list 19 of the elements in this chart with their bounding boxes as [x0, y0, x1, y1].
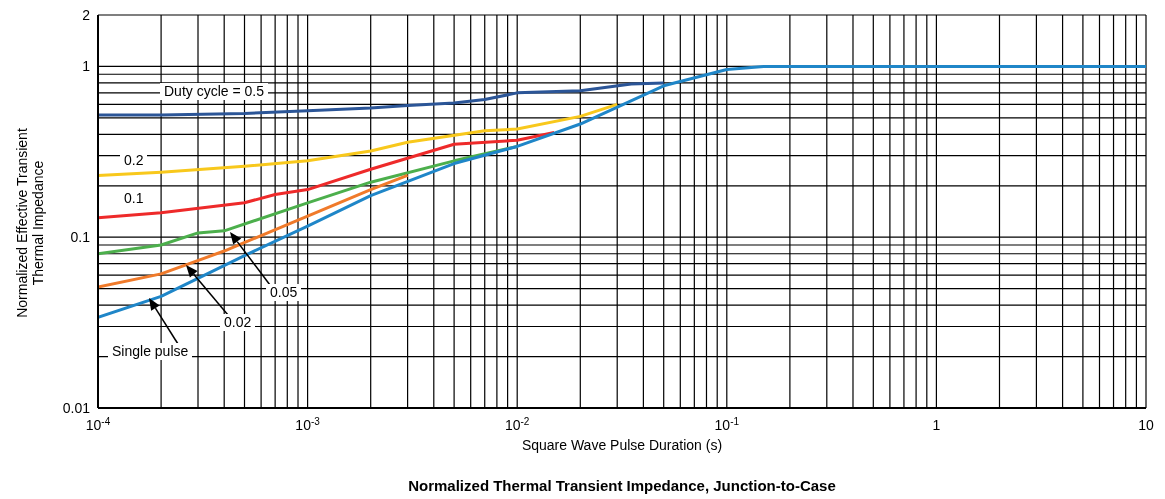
y-tick-label: 0.1 [70, 229, 91, 246]
x-tick-label: 10$^{-2}$ [504, 415, 530, 433]
y-axis-title: Normalized Effective Transient Thermal Impedance [14, 127, 46, 320]
y-tick-label: 1 [82, 58, 91, 75]
x-tick-label: 10$^{-4}$ [85, 415, 111, 433]
text: 0.02 [220, 314, 256, 331]
x-tick-label: 1 [932, 417, 941, 433]
series-label: 0.2 [120, 152, 148, 169]
x-tick-label: 10$^{-1}$ [714, 415, 740, 433]
x-tick-label: 10$^{-3}$ [295, 415, 321, 433]
text: Normalized Thermal Transient Impedance, Junction-to-Case [407, 477, 837, 494]
y-tick-label: 2 [82, 7, 91, 23]
series-label: Duty cycle = 0.5 [160, 83, 268, 100]
text: Single pulse [108, 343, 193, 360]
x-axis-title: Square Wave Pulse Duration (s) [521, 437, 723, 453]
y-tick-label: 0.01 [62, 400, 91, 416]
series-label: 0.1 [120, 190, 148, 207]
text: 0.05 [266, 284, 302, 301]
x-tick-label: 10 [1138, 417, 1154, 433]
